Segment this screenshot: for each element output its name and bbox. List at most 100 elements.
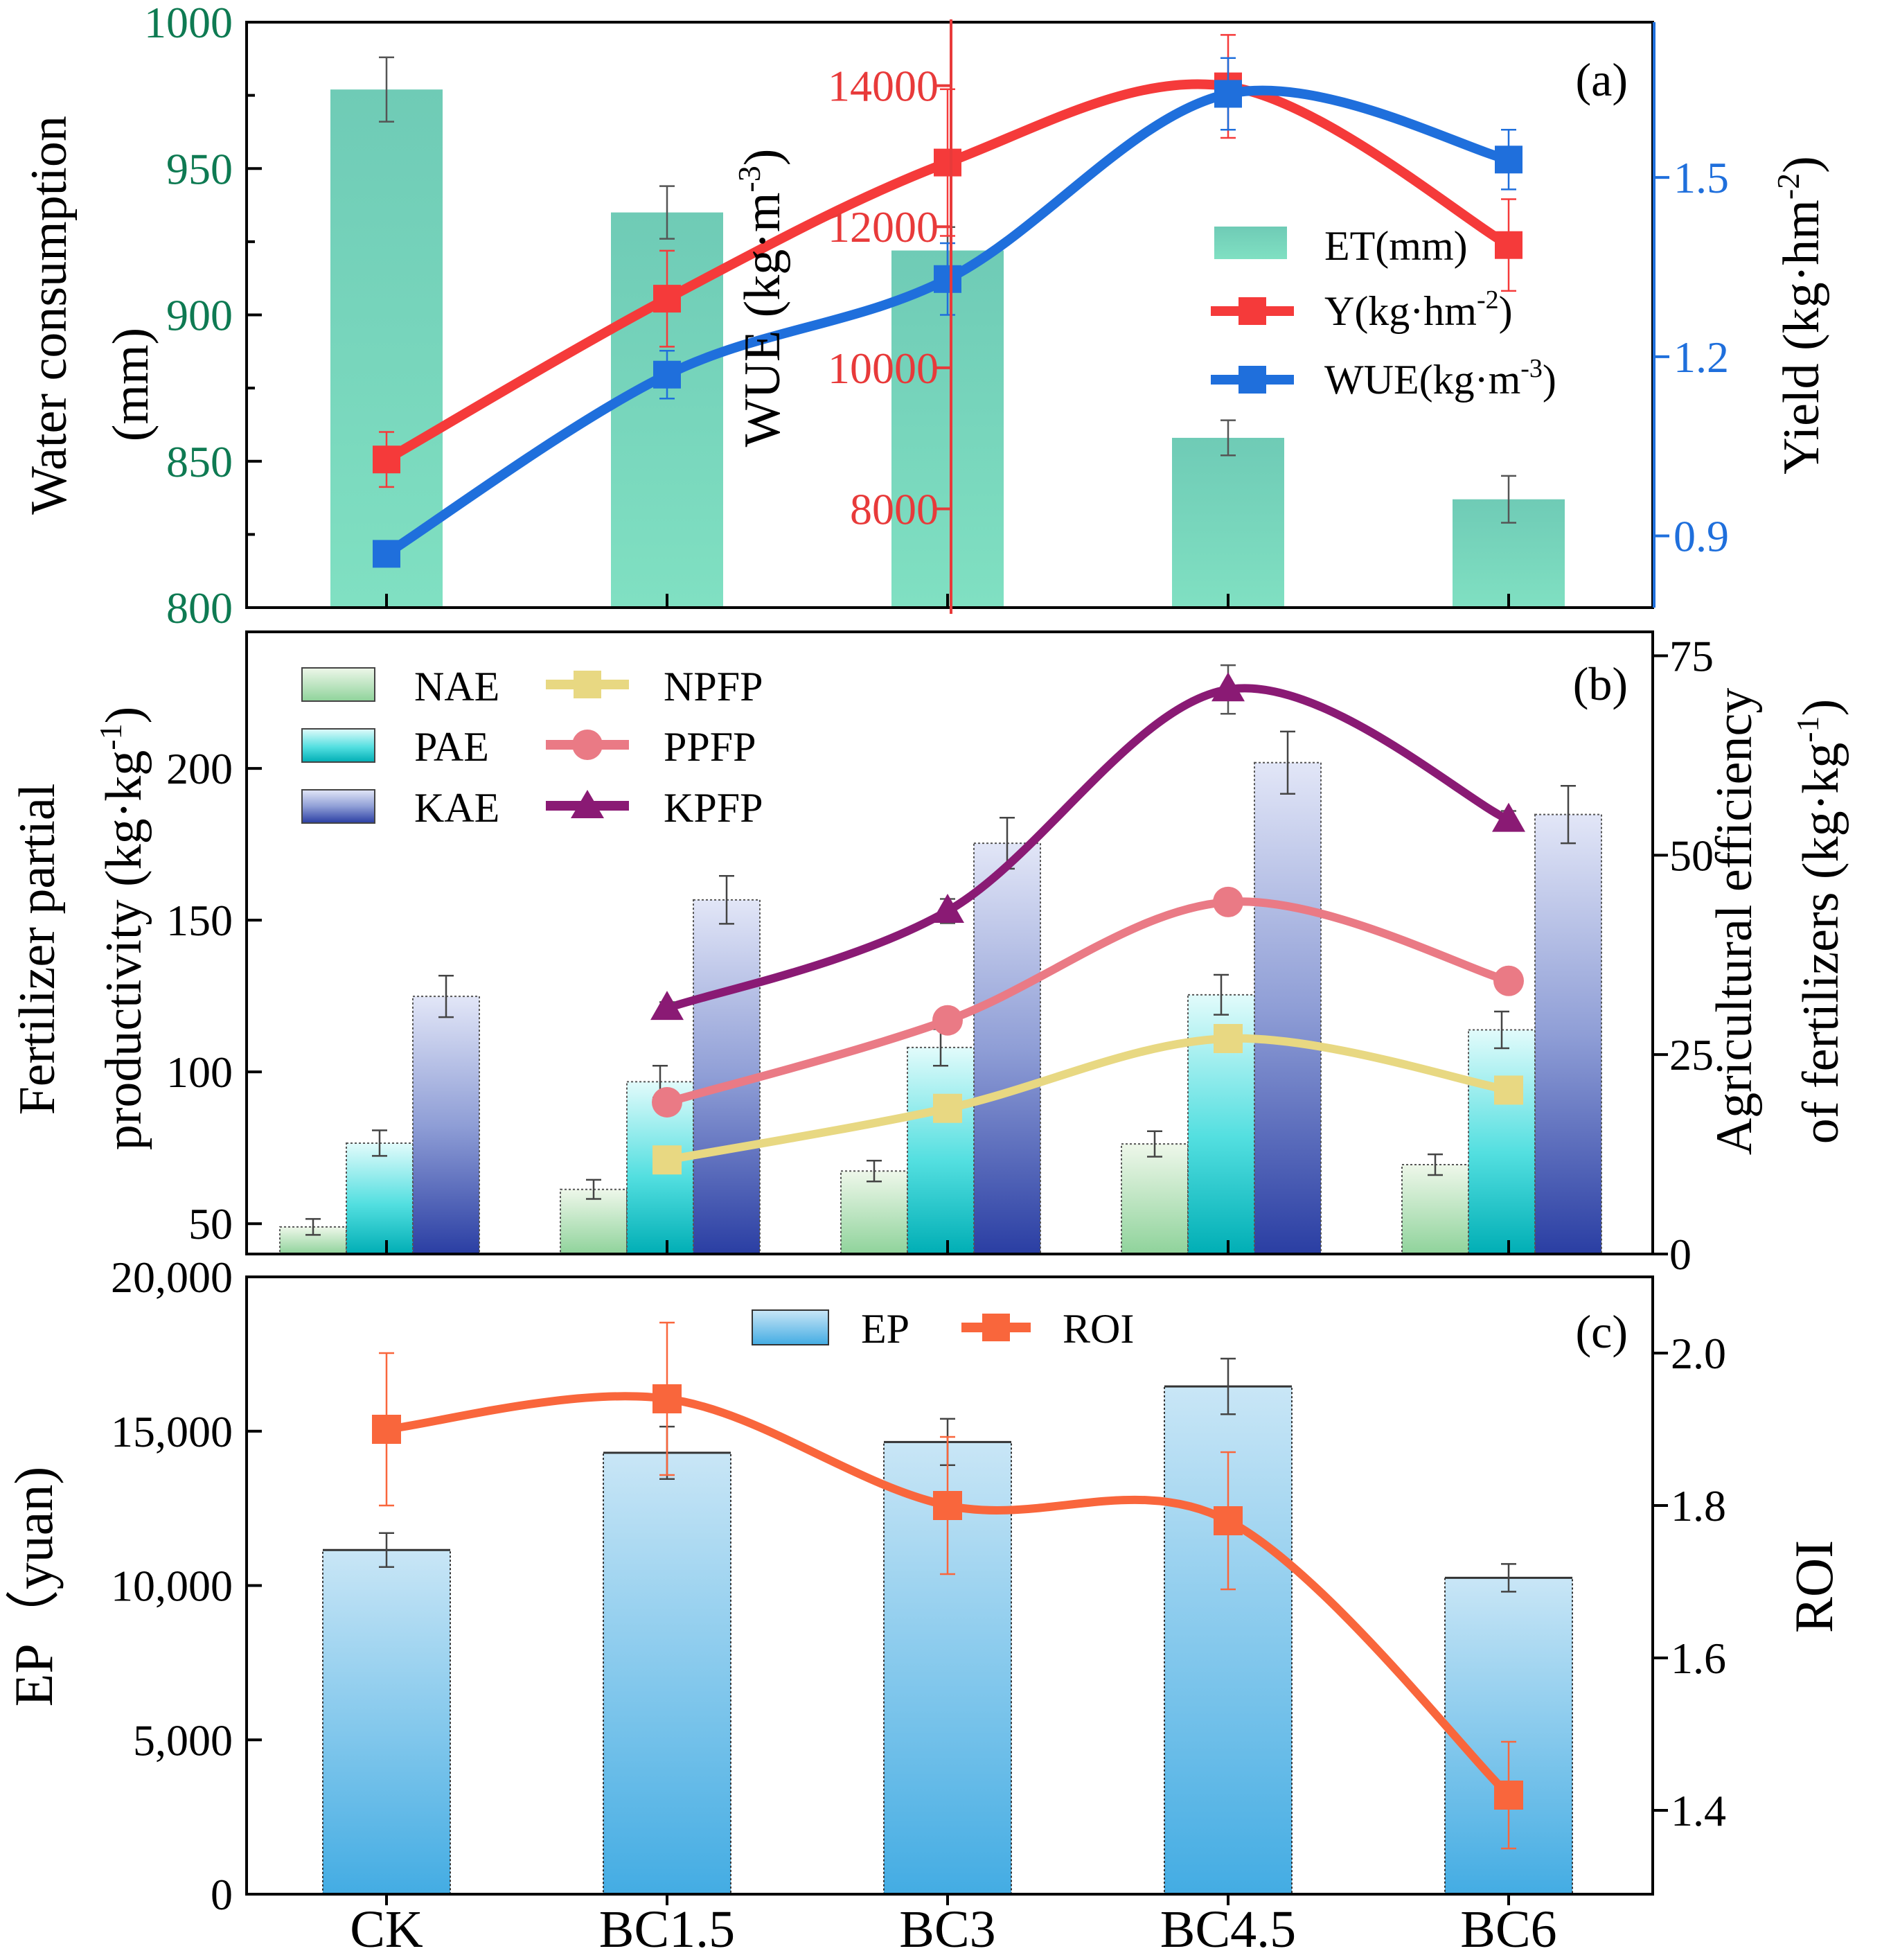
panel-a-mid-tick-label: 14000	[828, 62, 939, 111]
point-roi-BC1.5	[652, 1384, 682, 1413]
panel-b-right-tick-label: 50	[1669, 831, 1714, 880]
bar-ep-BC1.5	[603, 1451, 731, 1896]
bar-kae-BC4.5	[1254, 761, 1322, 1255]
panel-c-right-label: ROI	[1784, 1540, 1844, 1633]
legend-kpfp-label: KPFP	[664, 785, 763, 831]
legend-wue-marker	[1239, 366, 1266, 394]
point-wue-BC4.5	[1214, 80, 1242, 108]
panel-c-legend: EP ROI	[752, 1306, 1134, 1352]
legend-y-marker	[1239, 297, 1266, 325]
point-wue-BC3	[934, 265, 961, 293]
line-ppfp	[663, 897, 1513, 1106]
panel-a-right-tick-label: 0.9	[1674, 512, 1729, 561]
panel-b-left-tick-label: 150	[166, 896, 233, 945]
panel-c-lines	[372, 1321, 1523, 1850]
legend-kae-swatch	[301, 789, 375, 824]
point-wue-BC6	[1495, 145, 1522, 174]
panel-a-mid-tick-label: 8000	[850, 484, 939, 533]
legend-et-swatch	[1214, 227, 1287, 259]
panel-b-frame	[245, 630, 1654, 1255]
panel-a-legend: ET(mm) Y(kg·hm-2) WUE(kg·m-3)	[1211, 223, 1556, 403]
panel-a-axes: 800 850 900 950 1000 8000 10000 12000 14000 0.9 1.…	[144, 0, 1729, 633]
panel-b-axes: 50 100 150 200 0 25 50 75	[166, 632, 1714, 1279]
panel-c-right-tick-label: 1.4	[1671, 1786, 1726, 1835]
legend-roi-label: ROI	[1063, 1306, 1134, 1352]
x-axis-labels: CK BC1.5 BC3 BC4.5 BC6	[350, 1900, 1556, 1959]
panel-b-right-tick-label: 0	[1669, 1230, 1692, 1279]
point-y-CK	[373, 445, 400, 474]
legend-roi-marker	[982, 1314, 1010, 1341]
legend-y-label: Y(kg·hm-2)	[1324, 285, 1513, 334]
panel-c-tag: (c)	[1576, 1305, 1628, 1358]
line-kpfp	[663, 684, 1513, 1013]
panel-b-left-label-line2: productivity (kg·kg-1)	[93, 707, 152, 1151]
point-kpfp-BC1.5	[650, 991, 684, 1021]
point-kpfp-BC3	[931, 894, 964, 924]
point-roi-BC4.5	[1214, 1506, 1243, 1535]
bar-kae-BC6	[1534, 813, 1602, 1255]
panel-c-left-tick-label: 20,000	[111, 1253, 233, 1302]
panel-c-right-tick-label: 1.6	[1671, 1634, 1726, 1683]
legend-pae-swatch	[301, 728, 375, 763]
legend-nae-label: NAE	[414, 664, 499, 709]
x-tick-label-CK: CK	[350, 1900, 423, 1959]
panel-a-left-tick-label: 900	[166, 291, 233, 340]
bar-et-BC4.5	[1172, 437, 1284, 608]
legend-ep-label: EP	[861, 1306, 909, 1352]
panel-c-left-tick-label: 15,000	[111, 1407, 233, 1456]
legend-kae-label: KAE	[414, 785, 499, 831]
panel-a-right-tick-label: 1.5	[1674, 153, 1729, 202]
panel-c-right-tick-label: 2.0	[1671, 1329, 1726, 1378]
x-tick-label-BC6: BC6	[1460, 1900, 1556, 1959]
point-wue-BC1.5	[653, 360, 681, 389]
x-tick-label-BC3: BC3	[899, 1900, 995, 1959]
panel-b-bars	[279, 730, 1602, 1255]
point-roi-BC6	[1494, 1781, 1523, 1810]
bar-nae-BC6	[1401, 1164, 1469, 1255]
point-roi-CK	[372, 1415, 401, 1444]
panel-b-right-label-line1: Agricultural efficiency	[1706, 688, 1763, 1156]
panel-b: 50 100 150 200 0 25 50 75 (b) NAE PAE KAE NPFP …	[9, 630, 1849, 1279]
legend-pae-label: PAE	[414, 724, 489, 770]
point-ppfp-BC4.5	[1213, 886, 1243, 917]
panel-a-left-tick-label: 850	[166, 437, 233, 486]
panel-a: 800 850 900 950 1000 8000 10000 12000 14000 0.9 1.…	[21, 0, 1830, 633]
bar-nae-BC3	[840, 1170, 908, 1255]
bar-nae-BC4.5	[1121, 1143, 1189, 1255]
panel-a-left-label-line1: Water consumption	[21, 116, 78, 515]
panel-b-right-label-line2: of fertilizers (kg·kg-1)	[1790, 699, 1849, 1144]
line-npfp	[663, 1034, 1513, 1165]
bar-ep-CK	[322, 1549, 451, 1896]
panel-b-legend: NAE PAE KAE NPFP PPFP KPFP	[301, 664, 763, 831]
point-kpfp-BC4.5	[1211, 672, 1245, 702]
panel-b-left-tick-label: 100	[166, 1048, 233, 1097]
panel-a-left-label-line2: (mm)	[103, 328, 159, 441]
legend-npfp-marker	[574, 671, 601, 698]
panel-c-right-tick-label: 1.8	[1671, 1481, 1726, 1530]
panel-b-left-label-line1: Fertilizer partial	[9, 784, 66, 1115]
x-tick-label-BC1.5: BC1.5	[599, 1900, 735, 1959]
panel-a-left-tick-label: 1000	[144, 0, 233, 47]
bar-kae-BC3	[973, 842, 1041, 1255]
point-roi-BC3	[933, 1491, 962, 1520]
bar-pae-CK	[346, 1142, 414, 1255]
legend-et-label: ET(mm)	[1324, 223, 1468, 269]
panel-a-right-label: Yield (kg·hm-2)	[1770, 156, 1830, 475]
point-ppfp-BC6	[1493, 965, 1524, 996]
panel-b-right-tick-label: 75	[1669, 632, 1714, 681]
panel-a-mid-label: WUE (kg·m-3)	[731, 149, 791, 448]
legend-npfp-label: NPFP	[664, 664, 763, 709]
panel-a-mid-tick-label: 10000	[828, 344, 939, 393]
panel-a-left-tick-label: 800	[166, 583, 233, 633]
panel-a-left-tick-label: 950	[166, 144, 233, 193]
legend-nae-swatch	[301, 667, 375, 702]
point-y-BC6	[1495, 231, 1522, 259]
point-wue-CK	[373, 540, 400, 568]
panel-c-left-tick-label: 0	[211, 1870, 233, 1919]
legend-ep-swatch	[752, 1309, 829, 1345]
x-tick-label-BC4.5: BC4.5	[1160, 1900, 1296, 1959]
panel-a-right-tick-label: 1.2	[1674, 333, 1729, 382]
legend-ppfp-marker	[572, 730, 603, 760]
bar-et-CK	[330, 89, 443, 608]
panel-c: 0 5,000 10,000 15,000 20,000 1.4 1.6 1.8 2.0 (c)…	[3, 1253, 1844, 1919]
